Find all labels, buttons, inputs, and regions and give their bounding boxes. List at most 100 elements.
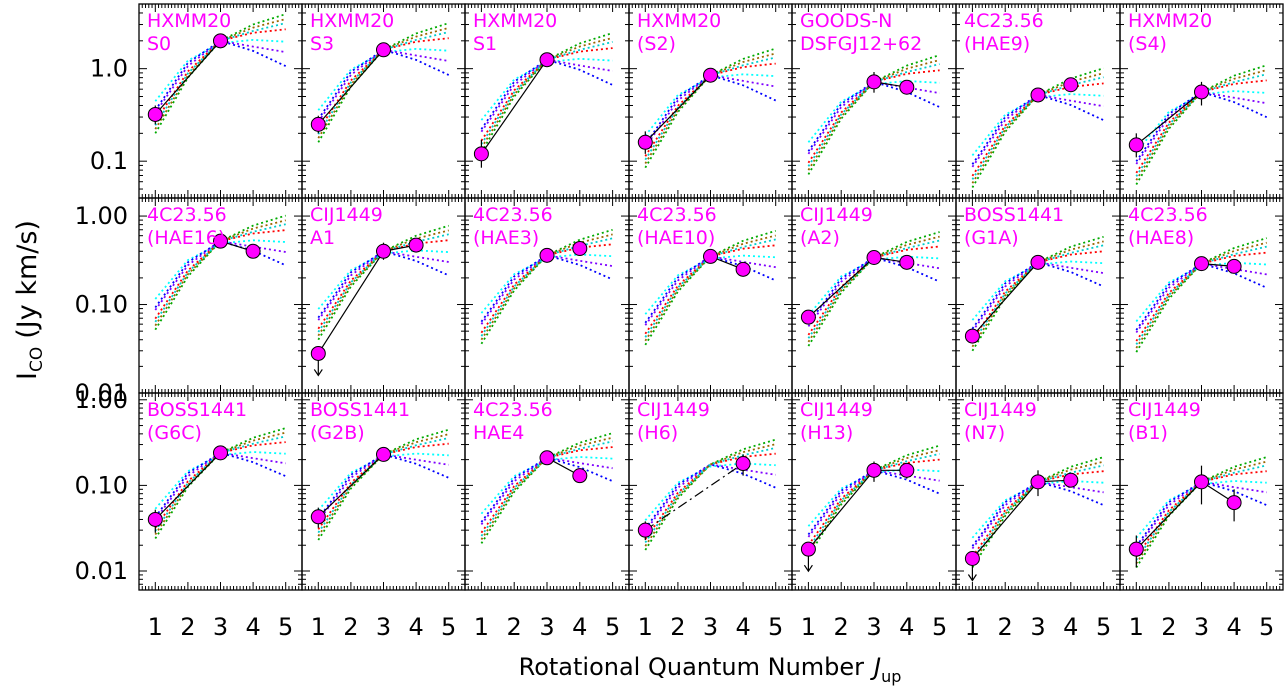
model-curve-5 xyxy=(480,237,613,337)
y-axis: 0.11.00.010.101.000.010.101.00 xyxy=(75,55,128,585)
model-curve-0 xyxy=(807,255,940,316)
model-curve-4 xyxy=(154,427,286,539)
panel-cij1449-a2: CIJ1449(A2) xyxy=(791,197,957,394)
panel-label: 4C23.56 xyxy=(637,204,717,226)
model-curve-4 xyxy=(807,231,940,347)
model-curve-2 xyxy=(480,47,613,142)
y-tick-label: 1.0 xyxy=(90,55,128,83)
data-point xyxy=(800,309,816,325)
panel-boss1441-g2b: BOSS1441(G2B) xyxy=(301,392,466,591)
x-tick-label: 5 xyxy=(441,613,456,641)
x-tick-label: 2 xyxy=(998,613,1013,641)
y-axis-label-unit: (Jy km/s) xyxy=(12,220,43,339)
panel-label: CIJ1449 xyxy=(800,399,873,421)
data-point xyxy=(572,468,588,484)
model-curve-3 xyxy=(317,453,449,522)
x-tick-label: 1 xyxy=(965,613,980,641)
panel-label: 4C23.56 xyxy=(473,204,553,226)
panel-label: CIJ1449 xyxy=(800,204,873,226)
upper-limit-arrowhead xyxy=(967,574,977,582)
panel-label: BOSS1441 xyxy=(310,399,410,421)
data-point xyxy=(376,243,391,259)
panel-4c2356-hae10: 4C23.56(HAE10) xyxy=(628,197,793,394)
model-curve-1 xyxy=(480,58,613,130)
data-point xyxy=(964,328,980,344)
model-curve-3 xyxy=(154,451,286,521)
data-point xyxy=(408,237,424,253)
model-curve-5 xyxy=(807,239,940,339)
sled-line xyxy=(480,59,548,155)
panel-grid: HXMM20S0HXMM20S3HXMM20S1HXMM20(S2)GOODS-… xyxy=(138,3,1284,591)
model-curve-0 xyxy=(644,254,776,315)
model-curve-1 xyxy=(644,463,777,530)
panel-boss1441-g1a: BOSS1441(G1A) xyxy=(955,197,1121,394)
model-curve-1 xyxy=(154,240,287,309)
data-point xyxy=(1063,77,1079,93)
panel-hxmm20-s2: HXMM20(S2) xyxy=(628,3,793,199)
model-curve-4 xyxy=(154,13,286,134)
panel-label: (S2) xyxy=(637,33,676,55)
data-point xyxy=(866,74,882,90)
x-tick-label: 3 xyxy=(376,613,391,641)
model-curve-2 xyxy=(644,62,776,157)
data-point xyxy=(147,106,163,122)
data-point xyxy=(1063,472,1079,488)
panel-label: A1 xyxy=(310,227,335,249)
data-point xyxy=(310,116,326,132)
model-curve-1 xyxy=(644,255,777,324)
panel-label: 4C23.56 xyxy=(964,10,1044,32)
model-curve-1 xyxy=(480,254,613,323)
model-curve-1 xyxy=(807,469,940,536)
x-tick-label: 3 xyxy=(866,613,881,641)
y-axis-label-symbol: I xyxy=(12,372,43,380)
panel-label: HXMM20 xyxy=(473,10,557,32)
model-curve-4 xyxy=(480,432,613,544)
model-curve-2 xyxy=(480,243,613,334)
panel-label: HXMM20 xyxy=(147,10,231,32)
panel-label: CIJ1449 xyxy=(310,204,383,226)
model-curve-0 xyxy=(971,260,1104,321)
model-curve-4 xyxy=(1135,237,1267,353)
x-tick-label: 2 xyxy=(180,613,195,641)
model-curve-0 xyxy=(154,239,286,300)
model-curve-4 xyxy=(971,235,1104,352)
data-point xyxy=(1030,474,1046,490)
data-point xyxy=(473,146,489,162)
panel-label: 4C23.56 xyxy=(147,204,227,226)
x-tick-label: 4 xyxy=(899,613,914,641)
model-curve-5 xyxy=(971,244,1104,344)
model-curve-5 xyxy=(1135,73,1267,177)
data-point xyxy=(1030,87,1046,103)
data-point xyxy=(213,33,228,49)
data-point xyxy=(376,42,391,58)
data-point xyxy=(310,509,326,525)
panel-label: (HAE3) xyxy=(473,227,539,249)
x-tick-label: 2 xyxy=(834,613,849,641)
model-curve-5 xyxy=(480,41,613,145)
model-curve-4 xyxy=(317,22,449,143)
x-tick-label: 3 xyxy=(1194,613,1209,641)
data-point xyxy=(899,79,915,95)
model-curve-1 xyxy=(154,39,287,111)
model-curve-5 xyxy=(971,76,1104,180)
panel-4c2356-hae8: 4C23.56(HAE8) xyxy=(1119,197,1284,394)
data-point xyxy=(899,462,915,478)
model-curve-3 xyxy=(807,469,940,538)
upper-limit-arrowhead xyxy=(803,564,813,573)
x-tick-label: 4 xyxy=(1226,613,1241,641)
data-point xyxy=(213,233,228,249)
model-curve-0 xyxy=(1135,261,1267,322)
panel-label: (HAE9) xyxy=(964,33,1030,55)
model-curve-5 xyxy=(644,447,776,544)
model-curve-6 xyxy=(154,219,286,327)
panel-label: (G2B) xyxy=(310,422,365,444)
y-tick-label: 0.10 xyxy=(75,471,128,499)
sled-line xyxy=(154,40,221,115)
x-tick-label: 2 xyxy=(343,613,358,641)
model-curve-6 xyxy=(480,233,613,341)
model-curve-4 xyxy=(1135,456,1267,568)
